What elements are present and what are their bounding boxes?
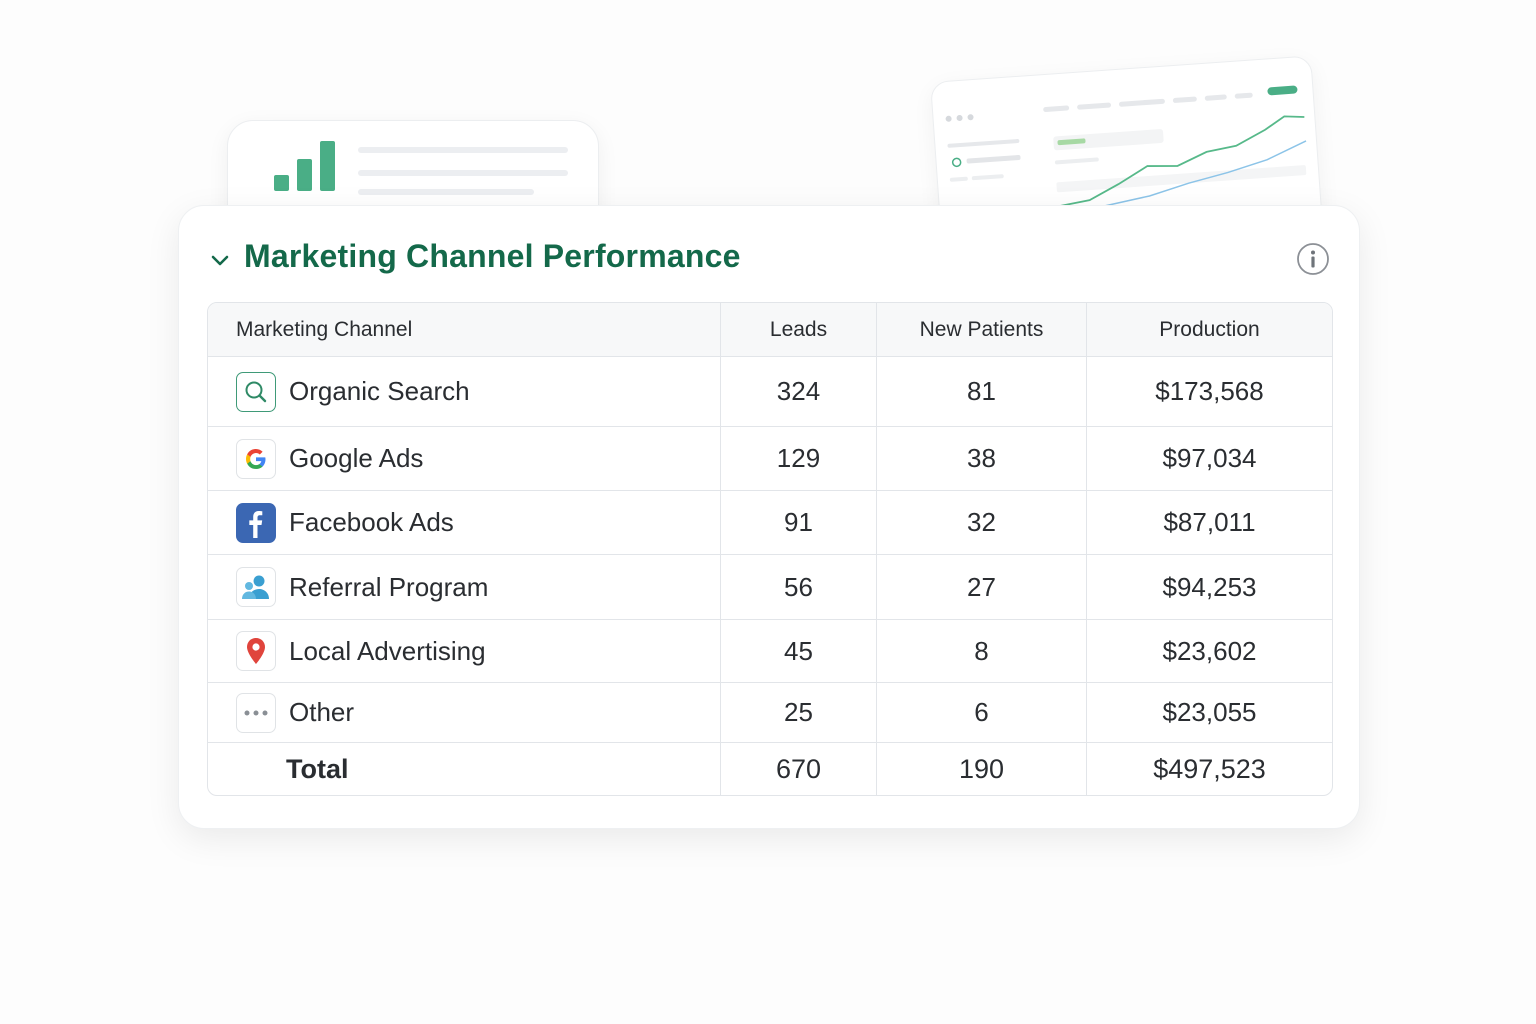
- production-value: $173,568: [1086, 357, 1332, 427]
- card-title: Marketing Channel Performance: [244, 238, 741, 274]
- table-row[interactable]: Organic Search 324 81 $173,568: [208, 357, 1332, 427]
- new-patients-value: 6: [876, 683, 1086, 743]
- column-header-leads[interactable]: Leads: [720, 303, 876, 357]
- column-header-channel[interactable]: Marketing Channel: [208, 303, 720, 357]
- bar-chart-icon: [274, 141, 338, 191]
- channel-name: Facebook Ads: [289, 507, 454, 537]
- channel-name: Local Advertising: [289, 635, 486, 666]
- mini-line-chart: [947, 115, 1307, 215]
- chevron-down-icon[interactable]: [209, 250, 231, 272]
- table-row[interactable]: Facebook Ads 91 32 $87,011: [208, 491, 1332, 555]
- info-icon[interactable]: [1296, 242, 1330, 276]
- column-header-production[interactable]: Production: [1086, 303, 1332, 357]
- leads-value: 45: [720, 620, 876, 683]
- leads-value: 324: [720, 357, 876, 427]
- new-patients-value: 81: [876, 357, 1086, 427]
- production-value: $87,011: [1086, 491, 1332, 555]
- total-leads-value: 670: [720, 743, 876, 795]
- table-row[interactable]: Other 25 6 $23,055: [208, 683, 1332, 743]
- production-value: $94,253: [1086, 555, 1332, 620]
- new-patients-value: 32: [876, 491, 1086, 555]
- channel-name: Other: [289, 697, 355, 727]
- search-icon: [236, 371, 276, 412]
- facebook-icon: [236, 502, 276, 543]
- leads-value: 25: [720, 683, 876, 743]
- production-value: $97,034: [1086, 427, 1332, 491]
- channel-name: Google Ads: [289, 443, 424, 473]
- placeholder-line: [358, 170, 568, 176]
- production-value: $23,055: [1086, 683, 1332, 743]
- background-dashboard-card: [930, 55, 1324, 254]
- more-dots-icon: [236, 692, 276, 733]
- placeholder-line: [358, 147, 568, 153]
- card-header: Marketing Channel Performance: [179, 206, 1359, 302]
- table-header-row: Marketing Channel Leads New Patients Pro…: [208, 303, 1332, 357]
- channel-performance-table: Marketing Channel Leads New Patients Pro…: [207, 302, 1333, 796]
- channel-name: Organic Search: [289, 376, 470, 406]
- total-label: Total: [286, 753, 349, 784]
- new-patients-value: 8: [876, 620, 1086, 683]
- referral-icon: [236, 567, 276, 607]
- new-patients-value: 38: [876, 427, 1086, 491]
- total-new-patients-value: 190: [876, 743, 1086, 795]
- leads-value: 129: [720, 427, 876, 491]
- channel-name: Referral Program: [289, 571, 489, 602]
- table-row[interactable]: Google Ads 129 38 $97,034: [208, 427, 1332, 491]
- production-value: $23,602: [1086, 620, 1332, 683]
- google-icon: [236, 438, 276, 479]
- leads-value: 56: [720, 555, 876, 620]
- map-pin-icon: [236, 631, 276, 671]
- marketing-channel-card: Marketing Channel Performance Marketing …: [178, 205, 1360, 829]
- table-row[interactable]: Local Advertising 45 8 $23,602: [208, 620, 1332, 683]
- column-header-new-patients[interactable]: New Patients: [876, 303, 1086, 357]
- placeholder-line: [358, 189, 534, 195]
- leads-value: 91: [720, 491, 876, 555]
- new-patients-value: 27: [876, 555, 1086, 620]
- table-row[interactable]: Referral Program 56 27 $94,253: [208, 555, 1332, 620]
- total-production-value: $497,523: [1086, 743, 1332, 795]
- total-row: Total 670 190 $497,523: [208, 743, 1332, 795]
